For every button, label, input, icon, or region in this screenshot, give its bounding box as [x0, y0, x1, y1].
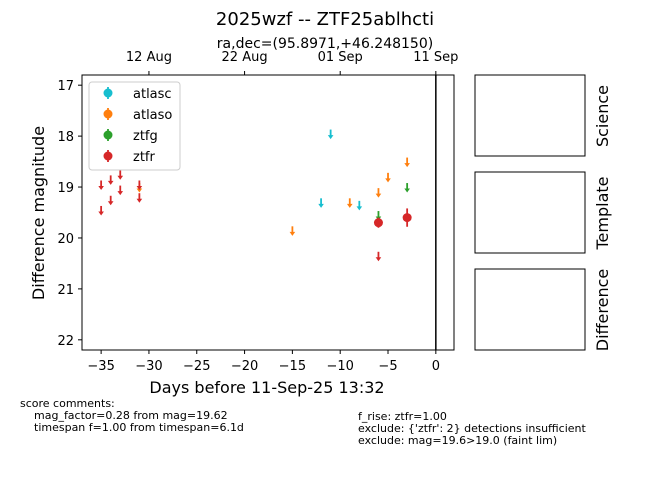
top-tick-label: 22 Aug — [222, 50, 268, 65]
upper-limit-arrow-ztfr — [375, 251, 382, 262]
upper-limit-arrow-ztfr — [107, 175, 114, 185]
y-tick-label: 20 — [57, 232, 74, 247]
detection-point-ztfr — [402, 208, 412, 227]
upper-limit-head — [318, 203, 324, 208]
x-tick-label: −10 — [326, 359, 353, 374]
upper-limit-arrow-atlaso — [346, 198, 353, 208]
legend-entry-atlaso: atlaso — [103, 108, 172, 123]
upper-limit-head — [375, 193, 382, 198]
x-tick-label: −25 — [183, 359, 210, 374]
legend-marker — [103, 151, 113, 161]
legend-label: atlaso — [133, 108, 172, 123]
upper-limit-arrow-atlasc — [327, 129, 334, 140]
upper-limit-head — [107, 201, 114, 206]
science-cutout — [474, 74, 586, 157]
legend-entry-ztfg: ztfg — [103, 129, 158, 144]
upper-limit-head — [98, 185, 104, 190]
upper-limit-arrow-ztfr — [98, 205, 104, 216]
upper-limit-arrow-ztfr — [136, 193, 143, 203]
y-tick-label: 19 — [57, 181, 74, 196]
upper-limit-arrow-ztfr — [117, 170, 124, 180]
difference-label: Difference — [593, 269, 612, 351]
upper-limit-head — [136, 198, 143, 203]
science-label: Science — [593, 85, 612, 147]
upper-limit-head — [136, 185, 143, 190]
upper-limit-head — [98, 211, 104, 216]
score-comment-line: timespan f=1.00 from timespan=6.1d — [34, 421, 244, 434]
y-tick-label: 21 — [57, 283, 74, 298]
top-tick-label: 01 Sep — [318, 50, 363, 65]
x-tick-label: −20 — [231, 359, 258, 374]
legend: atlasc atlaso ztfg ztfr — [88, 81, 181, 171]
detection-marker — [402, 213, 412, 223]
difference-cutout — [474, 268, 586, 351]
upper-limit-head — [117, 191, 124, 196]
upper-limit-arrow-ztfr — [107, 195, 114, 206]
upper-limit-arrow-ztfg — [404, 183, 410, 193]
legend-entry-atlasc: atlasc — [103, 87, 172, 102]
top-tick-label: 12 Aug — [126, 50, 172, 65]
y-axis-label: Difference magnitude — [29, 126, 48, 300]
upper-limit-head — [289, 231, 296, 236]
x-tick-label: 0 — [432, 359, 440, 374]
template-label: Template — [593, 176, 612, 250]
upper-limit-head — [404, 188, 410, 193]
x-axis: −35 −30 −25 −20 −15 −10 −5 0 — [87, 350, 440, 374]
legend-marker — [103, 130, 113, 140]
upper-limit-arrow-atlaso — [385, 172, 391, 183]
upper-limit-arrow-ztfr — [136, 180, 143, 190]
upper-limit-arrow-atlaso — [404, 157, 410, 168]
detection-point-ztfr — [373, 217, 383, 228]
upper-limit-head — [136, 188, 143, 193]
legend-label: atlasc — [133, 87, 172, 102]
score-comment-line: f_rise: ztfr=1.00 — [358, 410, 447, 423]
upper-limit-arrow-atlaso — [375, 188, 382, 198]
upper-limit-head — [385, 178, 391, 183]
score-comments-header: score comments: — [20, 397, 115, 410]
score-comment-line: mag_factor=0.28 from mag=19.62 — [34, 409, 228, 422]
x-tick-label: −15 — [279, 359, 306, 374]
x-tick-label: −35 — [87, 359, 114, 374]
legend-label: ztfg — [133, 129, 158, 144]
upper-limit-head — [356, 206, 363, 211]
chart-title: 2025wzf -- ZTF25ablhcti — [216, 9, 434, 30]
top-date-axis: 12 Aug 22 Aug 01 Sep 11 Sep — [126, 50, 458, 75]
y-axis: 17 18 19 20 21 22 — [57, 79, 82, 349]
cutout-panels: Science Template Difference — [474, 74, 612, 351]
detection-marker — [373, 218, 383, 228]
upper-limit-head — [327, 135, 334, 140]
score-comment-line: exclude: mag=19.6>19.0 (faint lim) — [358, 434, 558, 447]
top-tick-label: 11 Sep — [413, 50, 458, 65]
legend-label: ztfr — [133, 150, 155, 165]
y-tick-label: 17 — [57, 79, 74, 94]
x-axis-label: Days before 11-Sep-25 13:32 — [149, 378, 384, 397]
x-tick-label: −30 — [135, 359, 162, 374]
upper-limit-arrow-ztfr — [117, 185, 124, 196]
x-tick-label: −5 — [378, 359, 397, 374]
upper-limit-arrow-atlasc — [318, 198, 324, 208]
legend-entry-ztfr: ztfr — [103, 150, 155, 165]
score-comment-line: exclude: {'ztfr': 2} detections insuffic… — [358, 422, 586, 435]
upper-limit-head — [117, 175, 124, 180]
y-tick-label: 22 — [57, 334, 74, 349]
upper-limit-head — [346, 203, 353, 208]
upper-limit-head — [404, 163, 410, 168]
upper-limit-arrow-ztfr — [98, 180, 104, 190]
legend-marker — [103, 109, 113, 119]
chart-subtitle: ra,dec=(95.8971,+46.248150) — [217, 36, 433, 52]
upper-limit-head — [375, 257, 382, 262]
data-points — [98, 129, 412, 262]
upper-limit-head — [107, 180, 114, 185]
upper-limit-arrow-atlasc — [356, 200, 363, 211]
legend-box — [88, 81, 181, 171]
upper-limit-arrow-atlaso — [289, 226, 296, 236]
template-cutout — [474, 171, 586, 254]
legend-marker — [103, 88, 113, 98]
y-tick-label: 18 — [57, 130, 74, 145]
